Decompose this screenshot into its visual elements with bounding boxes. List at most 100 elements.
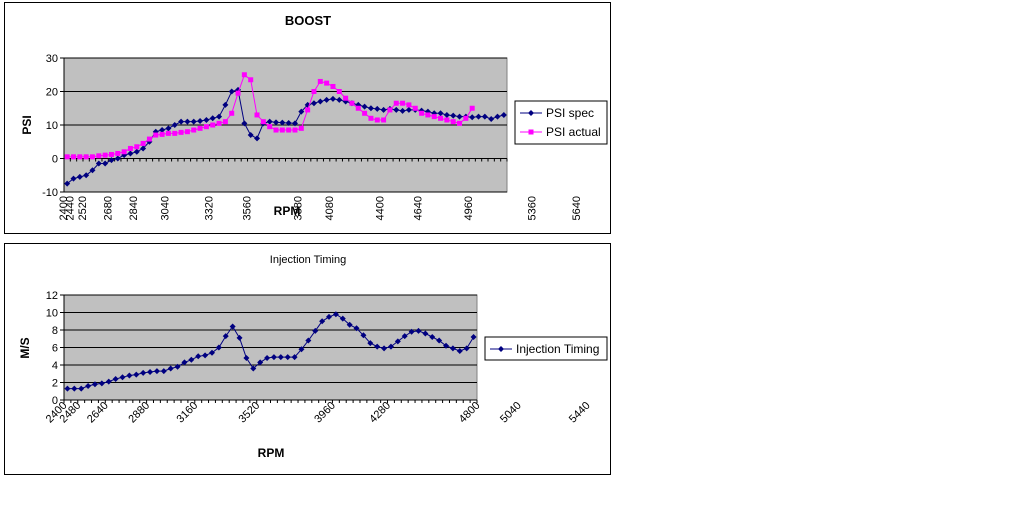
data-point (147, 369, 154, 375)
legend-marker (528, 110, 534, 116)
chart-title: Injection Timing (270, 254, 346, 266)
data-point (127, 150, 134, 157)
data-point (83, 172, 90, 179)
y-tick-label: 20 (46, 87, 58, 99)
data-point (305, 107, 311, 113)
data-point (326, 313, 333, 320)
x-tick-label: 4080 (324, 196, 336, 220)
y-tick-label: 12 (46, 290, 58, 302)
data-point (160, 368, 167, 375)
data-point (336, 89, 342, 94)
data-point (140, 145, 147, 152)
data-point (140, 140, 146, 146)
y-tick-label: 6 (52, 343, 58, 355)
y-tick-label: -10 (42, 187, 58, 199)
data-point (191, 127, 197, 133)
data-point (470, 334, 477, 340)
x-tick-label: 4280 (367, 400, 393, 426)
data-point (457, 120, 463, 126)
data-point (115, 150, 121, 156)
data-point (222, 101, 229, 108)
data-point (188, 356, 195, 363)
data-point (64, 154, 70, 160)
data-point (181, 359, 188, 366)
data-point (108, 151, 114, 157)
data-point (171, 122, 178, 128)
data-point (270, 354, 277, 361)
data-point (197, 117, 204, 124)
data-point (76, 173, 83, 180)
data-point (197, 125, 203, 131)
data-point (165, 125, 172, 132)
data-point (400, 100, 406, 106)
legend-box (514, 100, 608, 145)
data-point (450, 112, 457, 119)
data-point (235, 90, 241, 96)
legend-label: PSI spec (546, 106, 594, 120)
data-point (266, 118, 273, 125)
data-point (159, 131, 165, 137)
x-tick-label: 2840 (128, 196, 140, 220)
data-point (291, 354, 298, 361)
data-point (481, 113, 488, 120)
data-point (102, 160, 109, 167)
data-point (329, 95, 336, 102)
data-point (437, 110, 444, 117)
x-tick-label: 3560 (242, 196, 254, 220)
data-point (422, 330, 429, 337)
x-tick-label: 4960 (463, 196, 475, 220)
data-point (114, 155, 121, 162)
y-tick-label: 4 (52, 360, 58, 372)
data-point (98, 380, 105, 387)
data-point (408, 328, 415, 335)
data-point (140, 369, 147, 376)
data-point (494, 113, 501, 120)
data-point (133, 371, 140, 378)
data-point (222, 119, 228, 125)
data-point (64, 385, 71, 392)
data-point (425, 112, 431, 118)
data-point (208, 349, 215, 356)
data-point (323, 96, 330, 103)
data-point (380, 106, 387, 113)
data-point (349, 100, 355, 106)
data-point (71, 385, 78, 392)
data-point (463, 115, 469, 121)
data-point (438, 115, 444, 121)
data-point (228, 88, 235, 95)
x-tick-label: 2640 (85, 400, 111, 426)
data-point (317, 78, 323, 84)
data-point (172, 130, 178, 136)
data-point (222, 333, 229, 340)
data-point (429, 334, 436, 340)
data-point (488, 115, 495, 122)
data-point (374, 343, 381, 350)
data-point (324, 80, 330, 86)
x-tick-label: 3040 (159, 196, 171, 220)
data-point (133, 148, 140, 155)
data-point (105, 378, 112, 385)
x-tick-label: 3880 (292, 196, 304, 220)
data-point (167, 365, 174, 372)
data-point (119, 374, 126, 381)
data-point (339, 315, 346, 322)
data-point (443, 342, 450, 349)
data-point (95, 160, 102, 167)
y-tick-label: 10 (46, 120, 58, 132)
data-point (393, 100, 399, 106)
data-point (210, 122, 216, 128)
x-tick-label: 3960 (312, 400, 338, 426)
data-point (247, 132, 254, 139)
data-point (178, 118, 185, 125)
data-point (184, 129, 190, 135)
data-point (184, 118, 191, 125)
data-point (456, 113, 463, 120)
data-point (279, 119, 286, 126)
data-point (241, 72, 247, 78)
data-point (77, 154, 83, 160)
data-point (190, 118, 197, 125)
data-point (469, 105, 475, 111)
data-point (70, 154, 76, 160)
data-point (500, 111, 507, 118)
